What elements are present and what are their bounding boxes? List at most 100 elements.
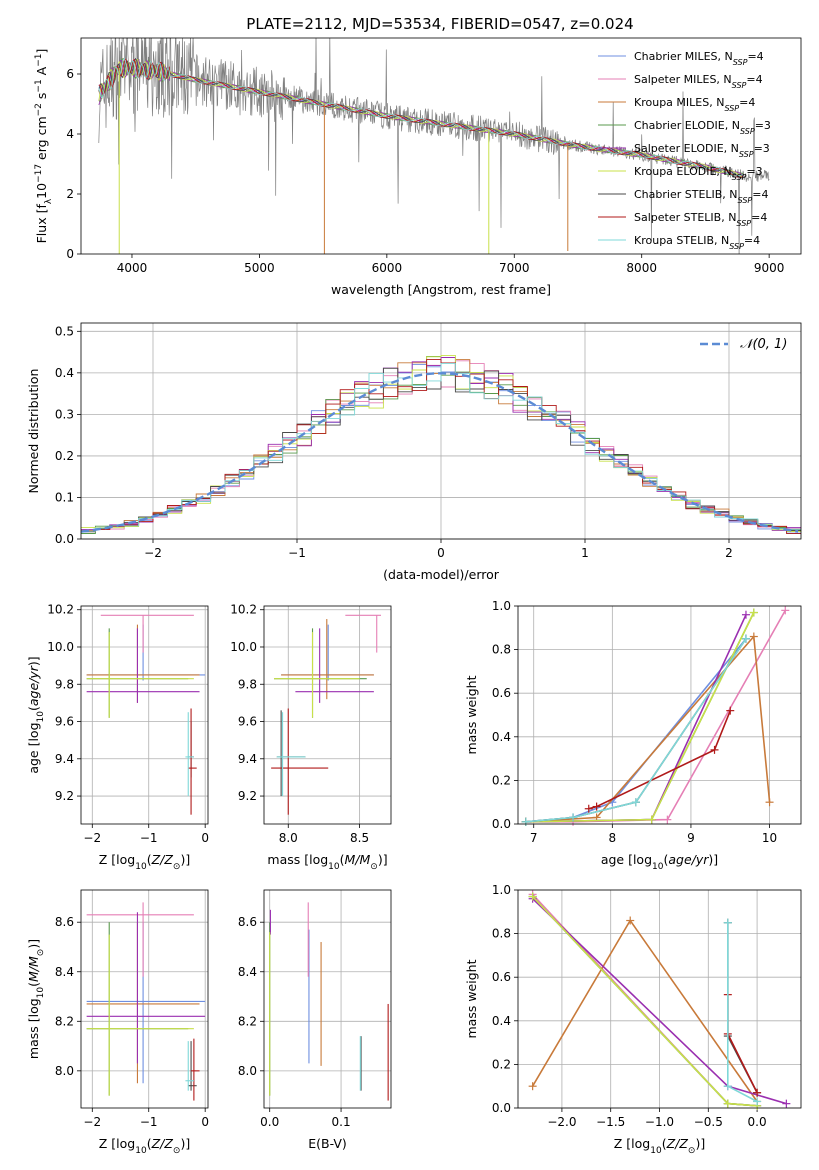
axes-frame <box>517 889 802 1109</box>
x-tick-label: 2 <box>725 546 733 560</box>
weight-marker <box>521 817 530 826</box>
weight-marker <box>626 916 635 925</box>
y-tick-label: 6 <box>66 67 74 81</box>
y-tick-label: 8.2 <box>55 1014 74 1028</box>
weight-line-kroupa_elodie <box>525 612 755 823</box>
legend-entry: Kroupa MILES, NSSP=4 <box>634 96 755 113</box>
errorbar-salpeter_stelib <box>271 708 329 815</box>
y-tick-label: 0.0 <box>492 1101 511 1115</box>
y-tick-label: 0.2 <box>55 449 74 463</box>
axes-frame <box>517 605 802 825</box>
weight-line-chabrier_miles <box>532 895 758 1107</box>
y-tick-label: 0.8 <box>492 643 511 657</box>
y-axis-label: Flux [fλ10−17 erg cm−2 s−1 A−1] <box>34 49 54 244</box>
x-tick-label: 10 <box>762 831 777 845</box>
x-axis-label: wavelength [Angstrom, rest frame] <box>331 282 551 297</box>
x-tick-label: 0.0 <box>748 1115 767 1129</box>
errorbar-kroupa_stelib <box>276 712 306 797</box>
y-tick-label: 0.8 <box>492 927 511 941</box>
y-tick-label: 2 <box>66 187 74 201</box>
weight-line-salpeter_elodie <box>525 614 747 823</box>
errorbar-salpeter_miles <box>100 614 194 653</box>
y-tick-label: 9.8 <box>55 677 74 691</box>
x-axis-label: Z [log10(Z/Z⊙)] <box>99 1136 190 1156</box>
x-tick-label: 0 <box>201 1115 209 1129</box>
x-tick-label: −1.5 <box>596 1115 625 1129</box>
y-tick-label: 0.4 <box>492 730 511 744</box>
y-tick-label: 8.0 <box>238 1064 257 1078</box>
x-tick-label: 6000 <box>372 261 403 275</box>
y-tick-label: 0.0 <box>55 532 74 546</box>
x-tick-label: 4000 <box>117 261 148 275</box>
weight-marker <box>782 1099 791 1108</box>
weight-line-kroupa_elodie <box>532 895 758 1107</box>
weight-marker <box>741 634 750 643</box>
errorbar-salpeter_elodie <box>295 628 374 703</box>
legend-entry: Chabrier STELIB, NSSP=4 <box>634 188 768 205</box>
weight-line-salpeter_miles <box>532 893 758 1107</box>
y-tick-label: 0.3 <box>55 407 74 421</box>
weight-marker <box>723 1099 732 1108</box>
x-tick-label: −2 <box>144 546 162 560</box>
axes-frame <box>263 605 392 825</box>
x-tick-label: −2 <box>83 1115 101 1129</box>
x-tick-label: 8000 <box>626 261 657 275</box>
weight-marker <box>584 804 593 813</box>
x-tick-label: −1.0 <box>645 1115 674 1129</box>
y-tick-label: 9.8 <box>238 677 257 691</box>
weight-marker <box>753 1088 762 1097</box>
legend-entry: Salpeter ELODIE, NSSP=3 <box>634 142 770 159</box>
y-tick-label: 4 <box>66 127 74 141</box>
x-tick-label: 9000 <box>754 261 785 275</box>
y-tick-label: 0.6 <box>492 970 511 984</box>
weight-line-chabrier_miles <box>525 638 747 823</box>
weight-marker <box>765 798 774 807</box>
weight-marker <box>569 813 578 822</box>
y-tick-label: 0 <box>66 247 74 261</box>
errorbar-salpeter_elodie <box>86 912 206 1064</box>
age_vs_mass-axes: 8.0 8.5 9.2 9.4 9.6 9.8 10.0 10.2 <box>230 603 391 845</box>
errorbar-chabrier_miles <box>86 624 206 681</box>
mass_weight_vs_age-axes: 7 8 9 10 0.0 0.2 0.4 0.6 0.8 1.0 <box>492 599 801 845</box>
errorbar-chabrier_miles <box>86 922 206 1084</box>
x-axis-label: mass [log10(M/M⊙)] <box>267 852 387 872</box>
x-tick-label: 1 <box>581 546 589 560</box>
weight-marker <box>592 802 601 811</box>
weight-line-kroupa_stelib <box>525 638 747 823</box>
y-tick-label: 0.0 <box>492 817 511 831</box>
errorbar-chabrier_stelib <box>188 1041 197 1091</box>
x-axis-label: (data-model)/error <box>383 567 500 582</box>
legend-entry: Kroupa ELODIE, NSSP=3 <box>634 165 763 182</box>
y-tick-label: 0.2 <box>492 1057 511 1071</box>
residuals-axes: −2 −1 0 1 2 0.0 0.1 0.2 0.3 0.4 0.5 <box>55 323 801 560</box>
model-line-kroupa_stelib <box>98 57 744 177</box>
weight-marker <box>663 815 672 824</box>
y-tick-label: 10.0 <box>230 640 257 654</box>
y-axis-label: mass [log10(M/M⊙)] <box>26 939 46 1059</box>
spectrum-legend: Chabrier MILES, NSSP=4 Salpeter MILES, NS… <box>598 50 771 251</box>
weight-marker <box>749 632 758 641</box>
x-tick-label: 7 <box>530 831 538 845</box>
errorbar-kroupa_miles <box>281 619 374 700</box>
axes-frame <box>80 605 209 825</box>
axes-frame <box>80 322 802 540</box>
x-tick-label: 0 <box>437 546 445 560</box>
weight-marker <box>647 815 656 824</box>
weight-marker <box>753 1097 762 1106</box>
y-tick-label: 0.5 <box>55 324 74 338</box>
weight-marker <box>710 745 719 754</box>
y-tick-label: 9.2 <box>55 789 74 803</box>
legend-entry: Chabrier MILES, NSSP=4 <box>634 50 764 67</box>
weight-line-kroupa_miles <box>525 634 771 823</box>
y-tick-label: 0.4 <box>492 1014 511 1028</box>
weight-line-chabrier_elodie <box>532 895 758 1107</box>
x-tick-label: 8 <box>609 831 617 845</box>
weight-marker <box>781 606 790 615</box>
errorbar-kroupa_elodie <box>86 934 194 1096</box>
y-tick-label: 10.2 <box>47 603 74 617</box>
y-axis-label: mass weight <box>464 959 479 1038</box>
weight-line-chabrier_stelib <box>525 638 747 823</box>
errorbar-kroupa_stelib <box>185 712 194 797</box>
